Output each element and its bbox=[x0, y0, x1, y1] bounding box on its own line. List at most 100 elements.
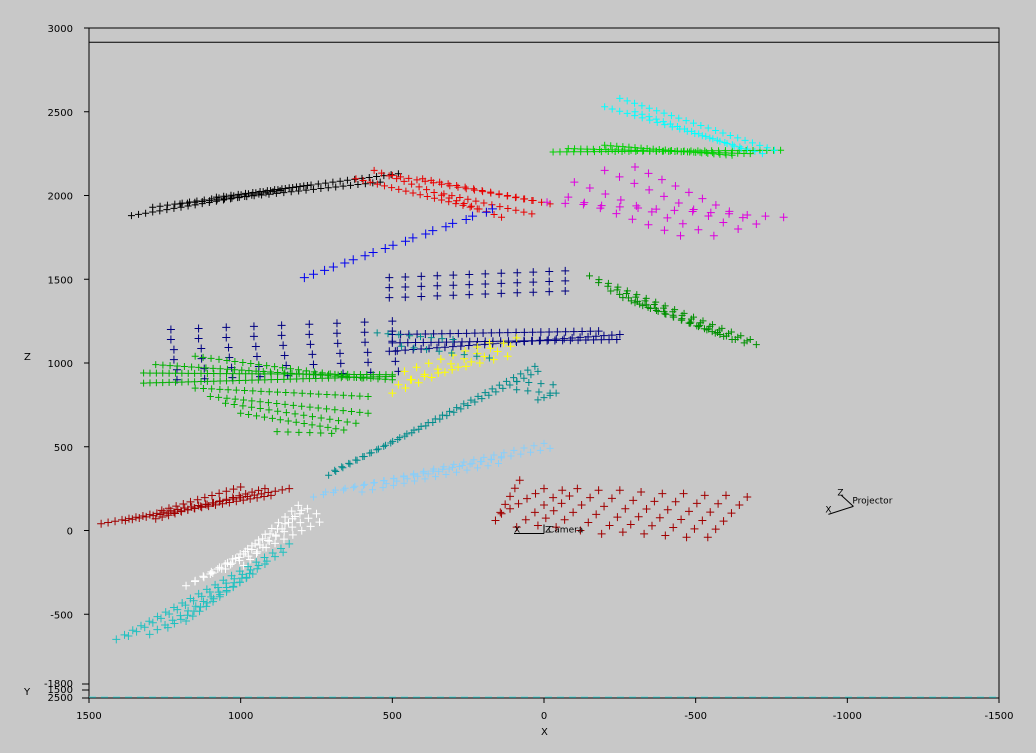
data-point bbox=[166, 362, 174, 370]
data-point bbox=[285, 539, 294, 548]
data-point bbox=[535, 388, 543, 396]
data-point bbox=[166, 325, 175, 334]
data-point bbox=[361, 480, 369, 488]
data-point bbox=[602, 146, 610, 154]
data-point bbox=[743, 493, 752, 501]
data-point bbox=[199, 353, 207, 361]
data-point bbox=[278, 524, 287, 533]
data-point bbox=[452, 200, 460, 208]
data-point bbox=[614, 146, 622, 154]
data-point bbox=[720, 332, 728, 340]
data-point bbox=[411, 338, 420, 347]
data-point bbox=[687, 318, 695, 326]
data-point bbox=[558, 336, 567, 345]
data-point bbox=[199, 385, 207, 393]
data-point bbox=[295, 428, 303, 436]
data-point bbox=[601, 141, 609, 149]
data-point bbox=[401, 293, 410, 302]
data-point bbox=[440, 368, 449, 377]
data-point bbox=[513, 386, 521, 394]
data-point bbox=[171, 509, 180, 518]
data-point bbox=[380, 244, 390, 254]
data-point bbox=[165, 369, 173, 377]
data-point bbox=[716, 137, 724, 145]
data-point bbox=[251, 342, 260, 351]
data-point bbox=[456, 193, 464, 201]
data-point bbox=[485, 391, 493, 399]
data-point bbox=[546, 200, 554, 208]
data-point bbox=[706, 134, 714, 142]
data-point bbox=[341, 484, 349, 492]
data-point bbox=[216, 385, 224, 393]
data-point bbox=[616, 94, 624, 102]
data-point bbox=[552, 523, 561, 532]
data-point bbox=[180, 363, 188, 371]
data-point bbox=[679, 489, 688, 498]
data-point bbox=[512, 523, 521, 532]
data-point bbox=[215, 355, 223, 363]
data-point bbox=[445, 465, 453, 473]
data-point bbox=[462, 185, 470, 193]
data-point bbox=[140, 623, 149, 632]
data-point bbox=[248, 488, 257, 497]
data-point bbox=[466, 203, 474, 211]
data-point bbox=[561, 276, 570, 285]
data-point bbox=[164, 511, 173, 520]
data-point bbox=[242, 370, 250, 378]
data-point bbox=[527, 448, 535, 456]
data-point bbox=[453, 197, 461, 205]
data-point bbox=[460, 351, 468, 359]
data-point bbox=[211, 500, 220, 509]
x-tick-label: -1500 bbox=[984, 711, 1013, 722]
data-point bbox=[475, 205, 483, 213]
data-point bbox=[481, 290, 490, 299]
data-point bbox=[195, 607, 204, 616]
data-point bbox=[156, 202, 164, 210]
data-point bbox=[711, 525, 720, 534]
data-point bbox=[231, 357, 239, 365]
data-point bbox=[423, 186, 431, 194]
data-point bbox=[367, 374, 375, 382]
data-point bbox=[208, 385, 216, 393]
data-point bbox=[380, 182, 388, 190]
data-point bbox=[408, 233, 418, 243]
data-point bbox=[152, 379, 160, 387]
data-point bbox=[510, 484, 519, 493]
data-point bbox=[474, 464, 481, 472]
data-point bbox=[402, 187, 410, 195]
data-point bbox=[401, 283, 410, 292]
data-point bbox=[274, 518, 283, 527]
data-point bbox=[480, 352, 489, 361]
data-point bbox=[352, 419, 360, 427]
data-point bbox=[746, 336, 754, 344]
data-point bbox=[288, 530, 297, 539]
data-point bbox=[206, 393, 214, 400]
data-point bbox=[227, 191, 235, 199]
data-point bbox=[231, 366, 239, 374]
data-point bbox=[779, 213, 788, 222]
data-point bbox=[613, 142, 621, 150]
data-point bbox=[433, 271, 442, 280]
y-tick-label: 3000 bbox=[48, 24, 73, 35]
data-point bbox=[265, 388, 273, 396]
data-point bbox=[247, 360, 255, 368]
data-point bbox=[242, 573, 251, 582]
data-point bbox=[256, 398, 264, 406]
data-point bbox=[487, 328, 496, 337]
data-point bbox=[216, 377, 224, 385]
data-point bbox=[621, 504, 630, 513]
data-point bbox=[639, 302, 647, 310]
data-point bbox=[207, 491, 216, 500]
lower-axis-title: Y bbox=[23, 687, 31, 698]
data-point bbox=[315, 518, 324, 527]
data-point bbox=[501, 500, 510, 509]
x-axis-ticks: 1500 1000 500 0 -500 -1000 -1500 bbox=[76, 698, 1014, 722]
data-point bbox=[191, 576, 200, 585]
data-point bbox=[546, 444, 554, 452]
data-point bbox=[574, 336, 583, 345]
data-point bbox=[600, 502, 609, 511]
data-point bbox=[540, 394, 548, 402]
data-point bbox=[274, 375, 282, 383]
data-point bbox=[292, 183, 300, 191]
y-axis-title: Z bbox=[24, 352, 31, 363]
